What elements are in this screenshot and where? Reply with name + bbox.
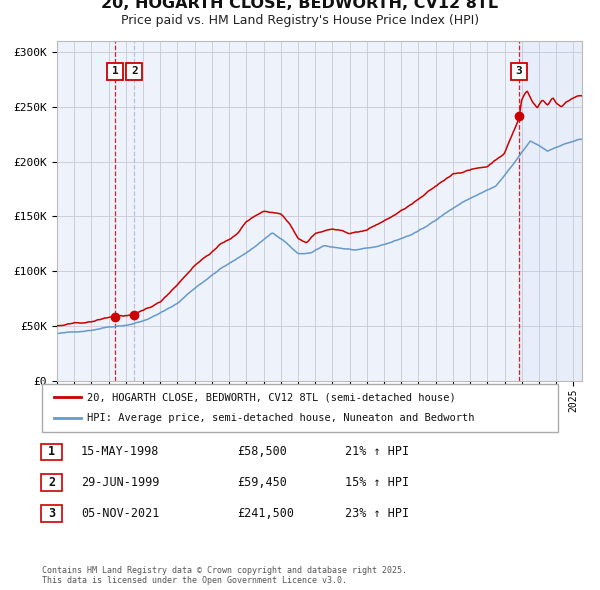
Text: £58,500: £58,500: [237, 445, 287, 458]
Text: 20, HOGARTH CLOSE, BEDWORTH, CV12 8TL (semi-detached house): 20, HOGARTH CLOSE, BEDWORTH, CV12 8TL (s…: [87, 392, 456, 402]
Text: 1: 1: [48, 445, 55, 458]
Text: 05-NOV-2021: 05-NOV-2021: [81, 507, 160, 520]
Text: 1: 1: [112, 67, 118, 76]
Text: 21% ↑ HPI: 21% ↑ HPI: [345, 445, 409, 458]
Text: 15-MAY-1998: 15-MAY-1998: [81, 445, 160, 458]
Text: 3: 3: [515, 67, 523, 76]
Text: 15% ↑ HPI: 15% ↑ HPI: [345, 476, 409, 489]
Text: £241,500: £241,500: [237, 507, 294, 520]
Text: 29-JUN-1999: 29-JUN-1999: [81, 476, 160, 489]
Text: 23% ↑ HPI: 23% ↑ HPI: [345, 507, 409, 520]
Text: Price paid vs. HM Land Registry's House Price Index (HPI): Price paid vs. HM Land Registry's House …: [121, 14, 479, 27]
Bar: [519, 41, 582, 381]
Text: Contains HM Land Registry data © Crown copyright and database right 2025.
This d: Contains HM Land Registry data © Crown c…: [42, 566, 407, 585]
Text: 2: 2: [131, 67, 137, 76]
Text: £59,450: £59,450: [237, 476, 287, 489]
Text: HPI: Average price, semi-detached house, Nuneaton and Bedworth: HPI: Average price, semi-detached house,…: [87, 414, 475, 424]
Text: 2: 2: [48, 476, 55, 489]
Text: 3: 3: [48, 507, 55, 520]
Text: 20, HOGARTH CLOSE, BEDWORTH, CV12 8TL: 20, HOGARTH CLOSE, BEDWORTH, CV12 8TL: [101, 0, 499, 11]
